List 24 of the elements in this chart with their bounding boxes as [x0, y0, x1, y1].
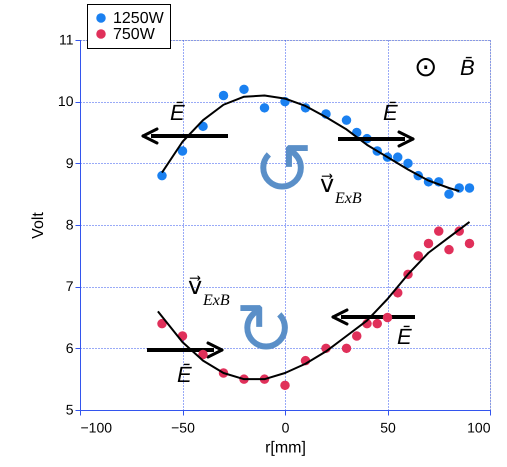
y-tick-label: 10 [58, 93, 74, 110]
y-tick-label: 5 [66, 402, 74, 418]
y-tick-label: 11 [58, 32, 74, 48]
y-tick-label: 6 [66, 340, 74, 356]
x-tick-label: 50 [380, 420, 396, 436]
annotation: Ē [170, 100, 185, 125]
x-tick-label: 100 [467, 420, 491, 436]
annotation: ↺ [252, 127, 314, 211]
annotation: Ē [177, 362, 192, 387]
y-tick-label: 9 [66, 154, 74, 171]
annotation: ⊙ [414, 50, 438, 83]
x-tick-label: −50 [171, 420, 196, 436]
y-tick-label: 7 [66, 278, 74, 294]
annotation: B̄ [460, 55, 475, 80]
legend-label: 750W [113, 26, 156, 43]
legend-label: 1250W [113, 10, 165, 27]
x-tick-label: −100 [80, 420, 112, 436]
y-tick-label: 8 [66, 216, 74, 232]
annotation: ↻ [234, 287, 296, 371]
annotation: Ē [383, 100, 398, 125]
y-axis-title: Volt [30, 212, 47, 239]
annotation: Ē [397, 324, 412, 349]
x-tick-label: 0 [282, 420, 290, 436]
x-axis-title: r[mm] [265, 440, 306, 456]
